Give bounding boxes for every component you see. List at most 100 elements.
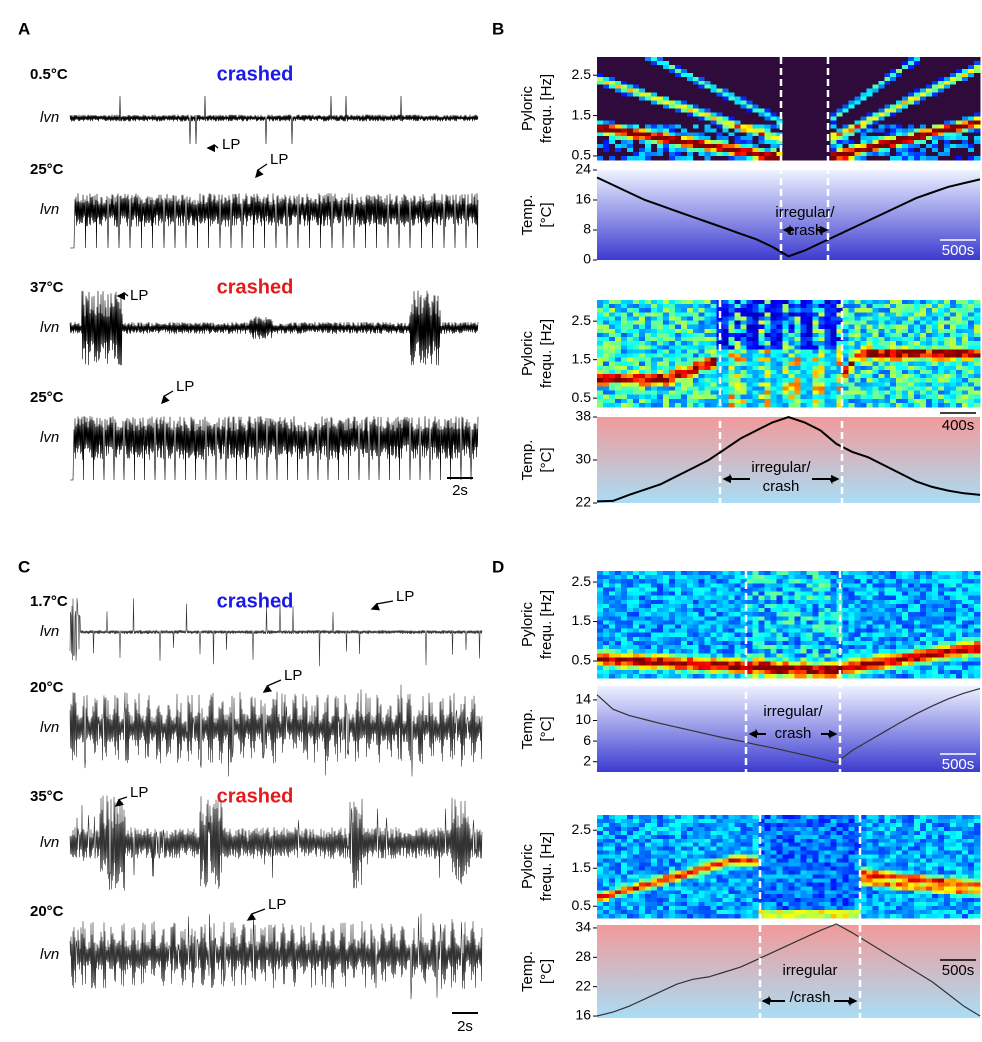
spectrogram-cell [884,354,890,359]
spectrogram-cell [711,587,717,592]
spectrogram-cell [896,120,902,124]
spectrogram-cell [627,77,633,81]
spectrogram-cell [908,156,914,160]
panel-label: D [492,557,504,576]
spectrogram-cell [944,657,950,662]
spectrogram-cell [914,625,920,630]
spectrogram-cell [812,109,818,113]
spectrogram-cell [848,374,854,379]
annotation-label: irregular/ [775,204,835,221]
spectrogram-cell [657,148,663,152]
spectrogram-cell [711,65,717,69]
spectrogram-cell [747,403,753,408]
spectrogram-cell [735,325,741,330]
spectrogram-cell [609,629,615,634]
spectrogram-cell [621,136,627,140]
spectrogram-cell [824,337,830,342]
spectrogram-cell [854,362,860,367]
spectrogram-cell [902,386,908,391]
temperature-label: 37°C [30,279,64,296]
spectrogram-cell [902,120,908,124]
spectrogram-cell [621,604,627,609]
spectrogram-cell [759,354,765,359]
y-axis-label: Temp. [519,440,536,481]
spectrogram-cell [729,592,735,597]
spectrogram-cell [663,116,669,120]
spectrogram-cell [741,69,747,73]
spectrogram-cell [794,109,800,113]
spectrogram-cell [615,85,621,89]
spectrogram-cell [639,300,645,305]
spectrogram-cell [657,633,663,638]
spectrogram-cell [615,571,621,576]
spectrogram-cell [651,69,657,73]
spectrogram-cell [651,653,657,658]
spectrogram-cell [717,93,723,97]
spectrogram-cell [932,378,938,383]
spectrogram-cell [705,321,711,326]
spectrogram-cell [705,612,711,617]
spectrogram-cell [789,61,795,65]
spectrogram-cell [806,349,812,354]
spectrogram-cell [627,579,633,584]
spectrogram-cell [884,325,890,330]
spectrogram-cell [657,674,663,679]
spectrogram-cell [866,575,872,580]
spectrogram-cell [872,109,878,113]
spectrogram-cell [926,85,932,89]
spectrogram-cell [896,362,902,367]
spectrogram-cell [693,378,699,383]
spectrogram-cell [860,148,866,152]
spectrogram-cell [908,641,914,646]
spectrogram-cell [675,156,681,160]
spectrogram-cell [974,366,980,371]
spectrogram-cell [639,382,645,387]
spectrogram-cell [806,101,812,105]
spectrogram-cell [836,132,842,136]
spectrogram-cell [681,112,687,116]
spectrogram-cell [914,124,920,128]
spectrogram-cell [597,112,603,116]
spectrogram-cell [741,85,747,89]
spectrogram-cell [603,641,609,646]
spectrogram-cell [890,341,896,346]
spectrogram-cell [908,596,914,601]
spectrogram-cell [956,136,962,140]
spectrogram-cell [974,403,980,408]
spectrogram-cell [609,633,615,638]
spectrogram-cell [974,395,980,400]
spectrogram-cell [800,93,806,97]
spectrogram-cell [824,399,830,404]
spectrogram-cell [663,362,669,367]
spectrogram-cell [753,616,759,621]
spectrogram-cell [932,596,938,601]
spectrogram-cell [639,399,645,404]
spectrogram-cell [735,662,741,667]
spectrogram-cell [627,89,633,93]
spectrogram-cell [747,666,753,671]
spectrogram-cell [783,341,789,346]
spectrogram-cell [848,101,854,105]
spectrogram-cell [735,124,741,128]
spectrogram-cell [848,140,854,144]
spectrogram-cell [872,97,878,101]
spectrogram-cell [699,349,705,354]
spectrogram-cell [794,374,800,379]
spectrogram-cell [830,316,836,321]
spectrogram-cell [818,61,824,65]
spectrogram-cell [926,136,932,140]
spectrogram-cell [896,399,902,404]
scale-bar-label: 2s [452,482,468,499]
spectrogram-cell [621,645,627,650]
spectrogram-cell [902,604,908,609]
spectrogram-cell [657,128,663,132]
channel-label: lvn [40,319,59,336]
spectrogram-cell [759,140,765,144]
spectrogram-cell [896,657,902,662]
spectrogram-cell [968,304,974,309]
spectrogram-cell [830,366,836,371]
spectrogram-cell [699,69,705,73]
spectrogram-cell [783,69,789,73]
spectrogram-cell [603,93,609,97]
spectrogram-cell [848,653,854,658]
